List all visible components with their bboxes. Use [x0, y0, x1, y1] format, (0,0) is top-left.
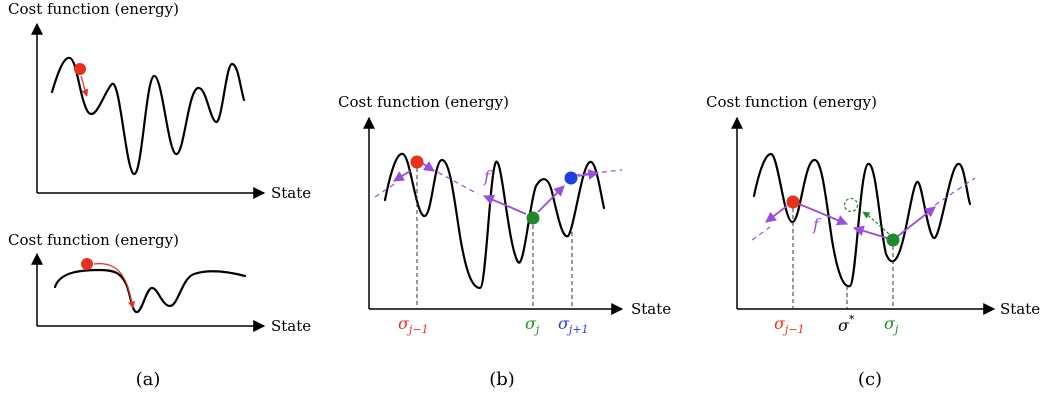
trajectory-segment: [429, 167, 479, 195]
move-arrow: [798, 203, 848, 226]
energy-curve: [53, 268, 247, 314]
energy-curve: [383, 152, 606, 290]
panel-c: Cost function (energy) State f σj−1 σ* σ…: [706, 93, 1040, 336]
panel-a-top: Cost function (energy) State: [8, 0, 311, 202]
f-label: f: [812, 215, 822, 234]
x-axis-label: State: [271, 184, 311, 202]
move-arrow: [421, 161, 435, 172]
panel-label-b: (b): [489, 369, 515, 390]
sigma-j-label: σj: [525, 314, 540, 336]
sigma-j-minus-1-label: σj−1: [398, 314, 429, 336]
particle-marker: [81, 258, 93, 270]
candidate-marker: [843, 197, 859, 213]
move-arrow: [393, 170, 411, 182]
sigma-j-plus-1-label: σj+1: [558, 314, 589, 336]
move-arrow: [537, 185, 565, 213]
move-arrow: [765, 205, 788, 223]
sigma-j-label: σj: [884, 314, 899, 336]
state-marker-blue: [564, 171, 578, 185]
f-label: f: [483, 167, 493, 186]
panel-label-c: (c): [858, 369, 882, 390]
candidate-arrow: [862, 211, 890, 235]
state-marker-green: [526, 211, 540, 225]
trajectory-extension: [934, 177, 976, 206]
energy-curve: [50, 56, 246, 176]
trajectory-extension: [751, 226, 771, 241]
move-arrow: [483, 194, 527, 215]
y-axis-label: Cost function (energy): [8, 231, 179, 249]
panel-label-a: (a): [136, 369, 161, 390]
trajectory-extension: [374, 182, 397, 198]
y-axis-label: Cost function (energy): [338, 93, 509, 111]
sigma-j-minus-1-label: σj−1: [774, 314, 805, 336]
descent-arrow: [93, 263, 135, 309]
descent-arrow: [80, 75, 89, 97]
state-marker-green: [886, 233, 900, 247]
x-axis-label: State: [631, 300, 671, 318]
move-arrow: [852, 225, 888, 239]
move-arrow: [577, 169, 600, 180]
particle-marker: [74, 63, 86, 75]
state-marker-red: [786, 195, 800, 209]
y-axis-label: Cost function (energy): [706, 93, 877, 111]
x-axis-label: State: [271, 317, 311, 335]
x-axis-label: State: [1000, 300, 1040, 318]
energy-curve: [752, 152, 972, 288]
trajectory-extension: [574, 169, 623, 176]
sigma-star-label: σ*: [838, 313, 855, 335]
panel-a-bottom: Cost function (energy) State: [8, 231, 311, 335]
panel-b: Cost function (energy) State f σj−1 σj σ…: [338, 93, 671, 336]
move-arrow: [897, 206, 936, 237]
state-marker-red: [410, 155, 424, 169]
y-axis-label: Cost function (energy): [8, 0, 179, 18]
